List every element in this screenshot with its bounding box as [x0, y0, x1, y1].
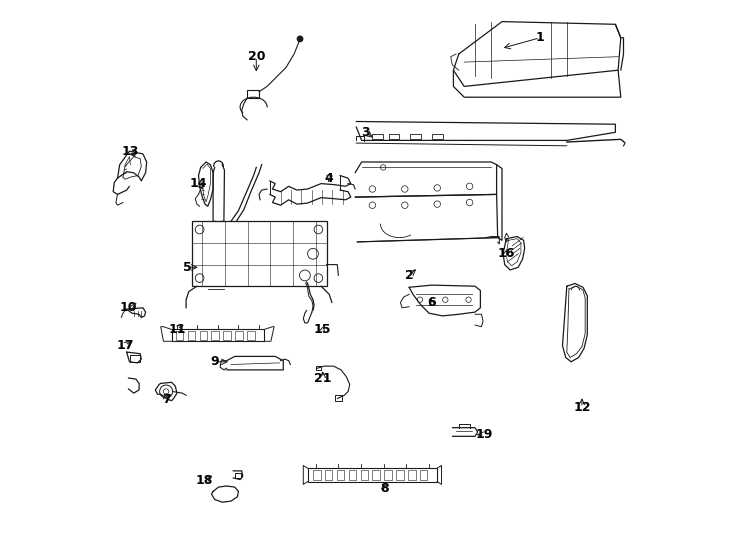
Bar	[223, 331, 231, 340]
Bar	[420, 470, 427, 480]
Text: 13: 13	[122, 145, 139, 158]
Text: 12: 12	[573, 401, 591, 414]
Bar	[235, 472, 241, 478]
Bar	[360, 470, 368, 480]
Bar	[432, 134, 443, 139]
Bar	[372, 134, 383, 139]
Text: 6: 6	[427, 296, 436, 309]
Bar	[325, 470, 333, 480]
Bar	[172, 329, 264, 341]
Text: 4: 4	[325, 172, 333, 185]
Bar	[316, 366, 321, 370]
Text: 20: 20	[247, 50, 265, 63]
Text: 9: 9	[211, 355, 219, 368]
Bar	[200, 331, 207, 340]
Text: 2: 2	[404, 269, 413, 282]
Bar	[385, 470, 392, 480]
Text: 7: 7	[161, 393, 170, 406]
Bar	[349, 470, 356, 480]
Text: 16: 16	[498, 247, 515, 260]
Text: 21: 21	[314, 372, 332, 384]
Bar	[188, 331, 195, 340]
Text: 11: 11	[168, 323, 186, 336]
Bar	[176, 331, 184, 340]
Bar	[211, 331, 219, 340]
Bar	[408, 470, 415, 480]
Bar	[247, 331, 255, 340]
Bar	[335, 395, 342, 401]
Bar	[396, 470, 404, 480]
Text: 1: 1	[535, 31, 544, 44]
Bar	[235, 331, 243, 340]
Text: 10: 10	[120, 301, 137, 314]
Text: 5: 5	[184, 261, 192, 274]
Bar	[372, 470, 380, 480]
Bar	[131, 355, 140, 362]
Bar	[388, 134, 399, 139]
Text: 8: 8	[380, 482, 388, 495]
Text: 15: 15	[314, 323, 332, 336]
Bar	[337, 470, 344, 480]
Bar	[313, 470, 321, 480]
Bar	[247, 90, 259, 98]
Text: 17: 17	[116, 339, 134, 352]
Text: 3: 3	[362, 126, 370, 139]
Text: 19: 19	[476, 428, 493, 441]
Bar	[308, 468, 437, 482]
Bar	[192, 221, 327, 286]
Circle shape	[297, 36, 302, 42]
Text: 18: 18	[195, 474, 213, 487]
Bar	[410, 134, 421, 139]
Text: 14: 14	[190, 177, 207, 190]
